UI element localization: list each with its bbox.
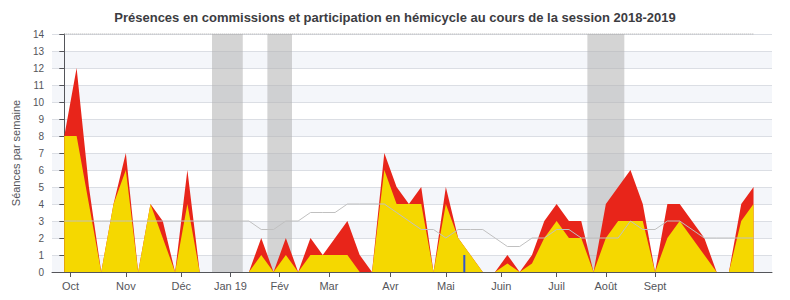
svg-text:Nov: Nov xyxy=(116,280,136,292)
svg-text:Mai: Mai xyxy=(437,280,455,292)
svg-text:5: 5 xyxy=(38,182,44,193)
svg-text:4: 4 xyxy=(38,199,44,210)
svg-text:Jan 19: Jan 19 xyxy=(214,280,247,292)
svg-text:13: 13 xyxy=(33,46,45,57)
svg-text:Juil: Juil xyxy=(548,280,565,292)
svg-text:Oct: Oct xyxy=(62,280,79,292)
svg-text:Juin: Juin xyxy=(491,280,511,292)
svg-text:3: 3 xyxy=(38,216,44,227)
svg-text:Mar: Mar xyxy=(319,280,338,292)
svg-text:Avr: Avr xyxy=(382,280,399,292)
svg-text:6: 6 xyxy=(38,165,44,176)
svg-text:1: 1 xyxy=(38,250,44,261)
svg-text:11: 11 xyxy=(34,80,45,91)
svg-text:9: 9 xyxy=(38,114,44,125)
svg-text:8: 8 xyxy=(38,131,44,142)
svg-text:Séances par semaine: Séances par semaine xyxy=(10,100,22,206)
svg-text:Déc: Déc xyxy=(171,280,191,292)
svg-text:2: 2 xyxy=(38,233,44,244)
svg-text:10: 10 xyxy=(33,97,45,108)
svg-text:Fév: Fév xyxy=(271,280,290,292)
svg-text:14: 14 xyxy=(33,29,45,40)
svg-text:Présences en commissions et pa: Présences en commissions et participatio… xyxy=(114,10,675,25)
svg-text:Août: Août xyxy=(595,280,618,292)
svg-text:Sept: Sept xyxy=(644,280,667,292)
svg-text:7: 7 xyxy=(38,148,44,159)
svg-text:12: 12 xyxy=(33,63,45,74)
svg-text:0: 0 xyxy=(38,267,44,278)
